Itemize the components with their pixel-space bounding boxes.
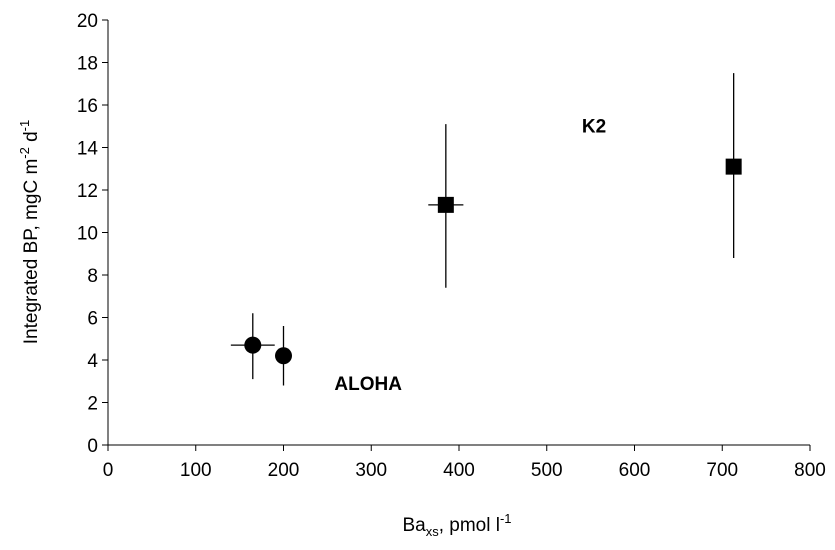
annotation-label: ALOHA [334,374,402,395]
x-tick-label: 200 [268,460,300,481]
x-tick-label: 0 [103,460,114,481]
x-axis-title: Baxs, pmol l-1 [402,511,511,539]
x-tick-label: 500 [531,460,563,481]
y-axis-title-sup1: -2 [17,147,32,159]
x-tick-label: 300 [355,460,387,481]
x-axis-title-sup: -1 [500,511,512,526]
y-tick-label: 2 [87,394,98,415]
x-tick-label: 100 [180,460,212,481]
y-tick-label: 12 [77,181,98,202]
data-point-square [725,158,742,175]
x-tick-label: 400 [443,460,475,481]
data-point-square [437,196,454,213]
data-point-circle [244,336,262,354]
y-tick-label: 18 [77,54,98,75]
y-tick-label: 14 [77,139,99,160]
y-axis-title-sup2: -1 [17,120,32,132]
x-tick-label: 600 [619,460,651,481]
y-axis-title: Integrated BP, mgC m-2 d-1 [17,120,42,345]
x-tick-label: 700 [706,460,738,481]
x-axis-title-base: Ba [402,515,426,536]
y-tick-label: 6 [87,309,98,330]
x-axis-title-sub: xs [426,524,440,539]
x-tick-label: 800 [794,460,826,481]
annotation-label: K2 [582,117,606,138]
y-tick-label: 8 [87,266,98,287]
y-tick-label: 20 [77,11,98,32]
y-tick-label: 4 [87,351,98,372]
x-axis-title-rest: , pmol l [439,515,500,536]
y-axis-title-part1: Integrated BP, mgC m [21,159,42,345]
y-tick-label: 16 [77,96,98,117]
y-axis-title-part2: d [21,131,42,147]
y-tick-label: 0 [87,436,98,457]
y-tick-label: 10 [77,224,98,245]
data-point-circle [275,347,292,365]
